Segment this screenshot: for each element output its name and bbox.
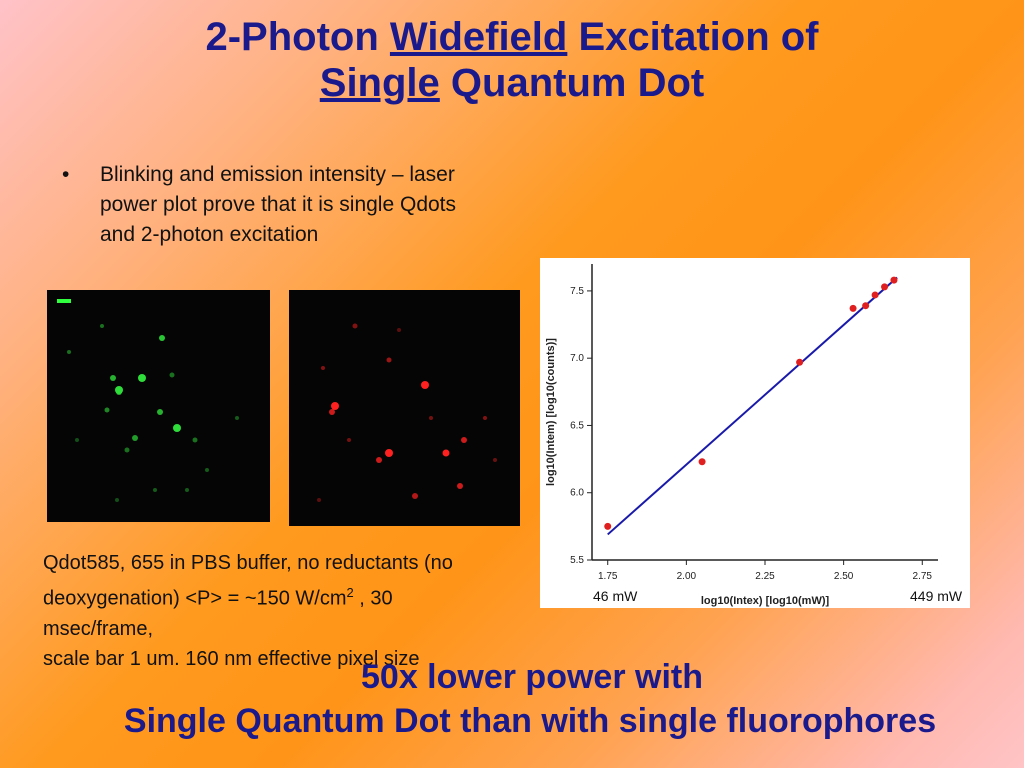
- red-qdot-image: [289, 290, 520, 526]
- red-spot: [329, 409, 335, 415]
- slide-title: 2-Photon Widefield Excitation of Single …: [0, 14, 1024, 106]
- x-tick-label: 2.50: [834, 571, 854, 582]
- data-point: [849, 304, 857, 312]
- green-spot: [138, 374, 146, 382]
- y-tick-label: 7.0: [570, 353, 584, 364]
- red-spot: [331, 402, 339, 410]
- title-part-1: 2-Photon: [205, 15, 379, 59]
- red-spot: [386, 357, 392, 363]
- green-spot: [205, 468, 209, 472]
- red-spot: [352, 323, 358, 329]
- red-qdot-svg: [317, 323, 497, 502]
- green-spot: [104, 407, 110, 413]
- data-point: [698, 458, 706, 466]
- data-point: [796, 358, 804, 366]
- x-tick-label: 1.75: [598, 571, 618, 582]
- bullet-text: Blinking and emission intensity – laser …: [100, 163, 457, 246]
- title-single: Single: [319, 61, 440, 105]
- green-spot: [159, 335, 165, 341]
- green-spot: [110, 375, 116, 381]
- power-plot-svg: 1.75 2.00 2.25 2.50 2.75 5.5 6.0 6.5 7.0 7.5 log10…: [545, 264, 938, 607]
- red-spot: [321, 366, 325, 370]
- y-tick-label: 6.5: [570, 420, 584, 431]
- conclusion-line-2: Single Quantum Dot than with single fluo…: [123, 702, 937, 740]
- data-point: [881, 283, 889, 291]
- green-spot: [115, 498, 119, 502]
- red-spot: [347, 438, 351, 442]
- red-spot: [412, 493, 418, 499]
- conclusion-line-1: 50x lower power with: [361, 658, 703, 696]
- green-spot: [169, 372, 175, 378]
- green-spot: [124, 447, 130, 453]
- power-label-low: 46 mW: [593, 588, 638, 604]
- green-spot: [192, 437, 198, 443]
- red-spot: [457, 483, 463, 489]
- title-part-3: Excitation of: [578, 15, 819, 59]
- power-plot: 1.75 2.00 2.25 2.50 2.75 5.5 6.0 6.5 7.0 7.5 log10…: [540, 258, 970, 608]
- green-qdot-image: [47, 290, 270, 522]
- fit-line: [607, 276, 898, 536]
- red-spot: [429, 416, 433, 420]
- x-tick-label: 2.25: [755, 571, 775, 582]
- x-tick-label: 2.75: [913, 571, 933, 582]
- y-tick-label: 7.5: [570, 286, 584, 297]
- caption-line-1: Qdot585, 655 in PBS buffer, no reductant…: [43, 552, 453, 610]
- x-axis-label: log10(Intex) [log10(mW)]: [701, 595, 830, 607]
- x-tick-label: 2.00: [677, 571, 697, 582]
- red-spot: [483, 416, 487, 420]
- bullet-marker: •: [62, 163, 70, 186]
- scale-bar: [57, 299, 71, 303]
- green-spot: [132, 435, 138, 441]
- red-spot: [461, 437, 467, 443]
- green-qdot-svg: [57, 299, 239, 502]
- data-point: [862, 302, 870, 310]
- red-spot: [493, 458, 497, 462]
- title-part-5: Quantum Dot: [450, 61, 705, 105]
- data-point: [871, 291, 879, 299]
- image-caption: Qdot585, 655 in PBS buffer, no reductant…: [43, 548, 483, 674]
- green-spot: [100, 324, 104, 328]
- green-spot: [75, 438, 79, 442]
- red-spot: [376, 457, 382, 463]
- power-label-high: 449 mW: [910, 588, 963, 604]
- red-spot: [442, 449, 450, 457]
- red-spot: [385, 449, 393, 457]
- red-spot: [397, 328, 401, 332]
- green-spot: [115, 386, 123, 394]
- caption-line-3: scale bar 1 um. 160 nm effective pixel s…: [43, 647, 420, 670]
- green-spot: [173, 424, 181, 432]
- y-tick-label: 6.0: [570, 488, 584, 499]
- caption-superscript: 2: [346, 585, 354, 600]
- red-spot: [317, 498, 321, 502]
- green-spot: [235, 416, 239, 420]
- data-point: [890, 276, 898, 284]
- green-spot: [67, 350, 71, 354]
- y-axis-label: log10(Intem) [log10(counts)]: [545, 338, 557, 486]
- red-spot: [421, 381, 429, 389]
- green-spot: [185, 488, 189, 492]
- green-spot: [157, 409, 163, 415]
- green-spot: [153, 488, 157, 492]
- caption-line-2: , 30 msec/frame,: [43, 587, 393, 640]
- title-widefield: Widefield: [389, 15, 568, 59]
- bullet-point: • Blinking and emission intensity – lase…: [62, 160, 482, 250]
- y-tick-label: 5.5: [570, 555, 584, 566]
- data-point: [604, 522, 612, 530]
